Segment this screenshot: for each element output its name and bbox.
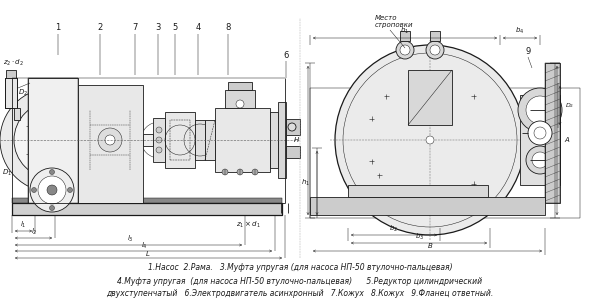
Bar <box>5 78 17 108</box>
Text: $l_3$: $l_3$ <box>127 234 133 244</box>
Circle shape <box>49 205 55 211</box>
Text: двухступенчатый   6.Электродвигатель асинхронный   7.Кожух   8.Кожух   9.Фланец : двухступенчатый 6.Электродвигатель асинх… <box>106 288 494 298</box>
Text: 3: 3 <box>155 24 161 32</box>
Bar <box>205 120 215 160</box>
Bar <box>270 112 278 168</box>
Circle shape <box>47 185 57 195</box>
Bar <box>310 88 580 218</box>
Bar <box>278 102 286 178</box>
Bar <box>5 78 17 108</box>
Bar <box>545 63 560 203</box>
Circle shape <box>237 169 243 175</box>
Text: 9: 9 <box>526 46 530 55</box>
Text: $A$: $A$ <box>563 135 571 145</box>
Bar <box>286 119 300 135</box>
Circle shape <box>335 45 525 235</box>
Circle shape <box>532 152 548 168</box>
Bar <box>286 146 300 158</box>
Text: 1.Насос  2.Рама.   3.Муфта упругая (для насоса НП-50 втулочно-пальцевая): 1.Насос 2.Рама. 3.Муфта упругая (для нас… <box>148 264 452 272</box>
Circle shape <box>236 100 244 108</box>
Text: 7: 7 <box>133 24 137 32</box>
Circle shape <box>222 169 228 175</box>
Circle shape <box>14 102 90 178</box>
Bar <box>278 136 286 144</box>
Bar <box>348 185 488 197</box>
Bar <box>195 120 205 160</box>
Bar <box>78 85 143 203</box>
Circle shape <box>430 45 440 55</box>
Bar <box>6 70 16 78</box>
Text: $D_2$: $D_2$ <box>565 102 575 111</box>
Bar <box>165 112 195 168</box>
Text: 2: 2 <box>97 24 103 32</box>
Text: $z_2 \cdot d_2$: $z_2 \cdot d_2$ <box>3 58 24 68</box>
Circle shape <box>105 135 115 145</box>
Bar <box>170 120 190 160</box>
Circle shape <box>534 127 546 139</box>
Circle shape <box>426 41 444 59</box>
Text: $z_1 \times d_1$: $z_1 \times d_1$ <box>236 220 260 230</box>
Circle shape <box>426 136 434 144</box>
Bar <box>28 78 78 203</box>
Circle shape <box>32 188 37 192</box>
Bar <box>143 134 153 146</box>
Text: $b_4$: $b_4$ <box>515 26 524 36</box>
Text: $b_1$: $b_1$ <box>400 26 410 36</box>
Bar <box>400 31 410 41</box>
Text: 4: 4 <box>196 24 200 32</box>
Circle shape <box>526 96 554 124</box>
Text: 4.Муфта упругая  (для насоса НП-50 втулочно-пальцевая)      5.Редуктор цилиндрич: 4.Муфта упругая (для насоса НП-50 втулоч… <box>118 277 482 285</box>
Bar <box>215 108 270 172</box>
Text: $l_2$: $l_2$ <box>31 227 37 237</box>
Bar <box>153 118 165 162</box>
Text: $L$: $L$ <box>145 248 151 258</box>
Circle shape <box>38 176 66 204</box>
Bar <box>14 108 20 120</box>
Circle shape <box>98 128 122 152</box>
Bar <box>310 197 545 215</box>
Circle shape <box>528 121 552 145</box>
Text: $h_1$: $h_1$ <box>301 178 311 188</box>
Circle shape <box>34 122 70 158</box>
Text: $b_3$: $b_3$ <box>415 232 425 242</box>
Bar <box>12 203 282 215</box>
Circle shape <box>30 168 74 212</box>
Circle shape <box>526 146 554 174</box>
Bar <box>545 63 560 203</box>
Text: 6: 6 <box>283 51 289 59</box>
Bar <box>408 70 452 125</box>
Circle shape <box>252 169 258 175</box>
Circle shape <box>156 127 162 133</box>
Circle shape <box>518 88 562 132</box>
Circle shape <box>156 137 162 143</box>
Circle shape <box>400 45 410 55</box>
Bar <box>430 31 440 41</box>
Text: $b_2$: $b_2$ <box>389 224 398 234</box>
Circle shape <box>49 169 55 175</box>
Text: $l_4$: $l_4$ <box>140 241 148 251</box>
Text: $B$: $B$ <box>427 241 433 249</box>
Text: $D_1$: $D_1$ <box>2 168 12 178</box>
Bar <box>12 203 282 215</box>
Circle shape <box>0 88 104 192</box>
Circle shape <box>396 41 414 59</box>
Text: 5: 5 <box>172 24 178 32</box>
Text: $l_1$: $l_1$ <box>20 220 26 230</box>
Circle shape <box>156 147 162 153</box>
Text: 8: 8 <box>226 24 230 32</box>
Text: $H$: $H$ <box>293 135 301 145</box>
Bar <box>228 82 252 90</box>
Bar <box>12 198 282 203</box>
Text: $D_2$: $D_2$ <box>18 88 28 98</box>
Text: Место
строповки: Место строповки <box>375 15 413 28</box>
Text: 1: 1 <box>55 24 61 32</box>
Bar <box>28 78 78 203</box>
Circle shape <box>288 123 296 131</box>
Bar <box>225 90 255 108</box>
Circle shape <box>67 188 73 192</box>
Bar <box>520 95 560 185</box>
